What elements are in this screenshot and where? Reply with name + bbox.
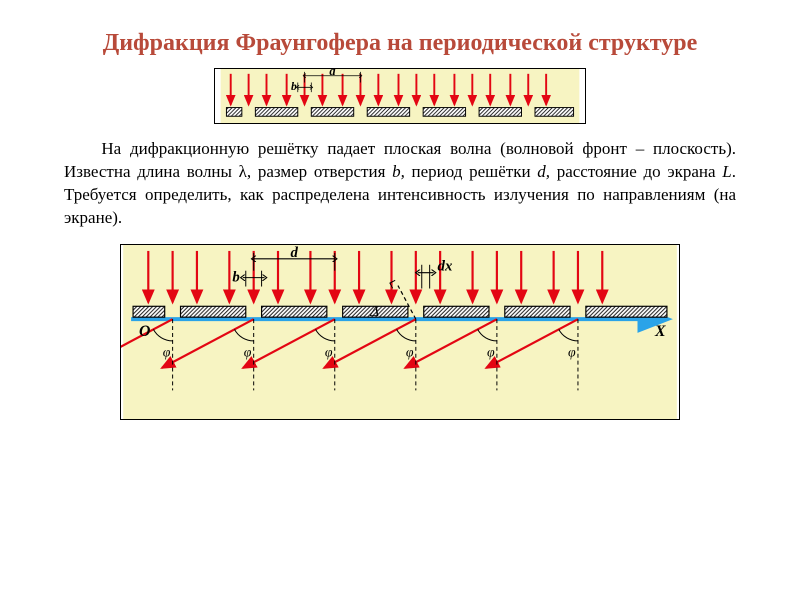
- p-seg-5: L: [722, 162, 731, 181]
- svg-text:dx: dx: [438, 258, 453, 274]
- p-seg-3: d,: [537, 162, 550, 181]
- page-title: Дифракция Фраунгофера на периодической с…: [64, 28, 736, 58]
- svg-text:d: d: [329, 68, 336, 78]
- slide: Дифракция Фраунгофера на периодической с…: [0, 0, 800, 440]
- p-seg-1: b,: [392, 162, 405, 181]
- svg-text:b: b: [232, 269, 239, 285]
- svg-text:φ: φ: [244, 344, 252, 359]
- label-X: X: [654, 323, 666, 340]
- description-paragraph: На дифракционную решётку падает плоская …: [64, 138, 736, 230]
- svg-text:φ: φ: [487, 344, 495, 359]
- svg-text:φ: φ: [568, 344, 576, 359]
- svg-text:φ: φ: [325, 344, 333, 359]
- label-O: O: [139, 323, 150, 340]
- p-seg-4: расстояние до экрана: [550, 162, 722, 181]
- top-grating-diagram: db: [214, 68, 586, 124]
- svg-text:d: d: [291, 245, 299, 261]
- svg-text:b: b: [291, 80, 297, 93]
- svg-text:Δ: Δ: [369, 304, 379, 320]
- p-seg-2: период решётки: [405, 162, 537, 181]
- svg-text:φ: φ: [163, 344, 171, 359]
- bottom-diffraction-diagram: φ φ φ φ φ φ Δ d b dx O X: [120, 244, 680, 420]
- svg-text:φ: φ: [406, 344, 414, 359]
